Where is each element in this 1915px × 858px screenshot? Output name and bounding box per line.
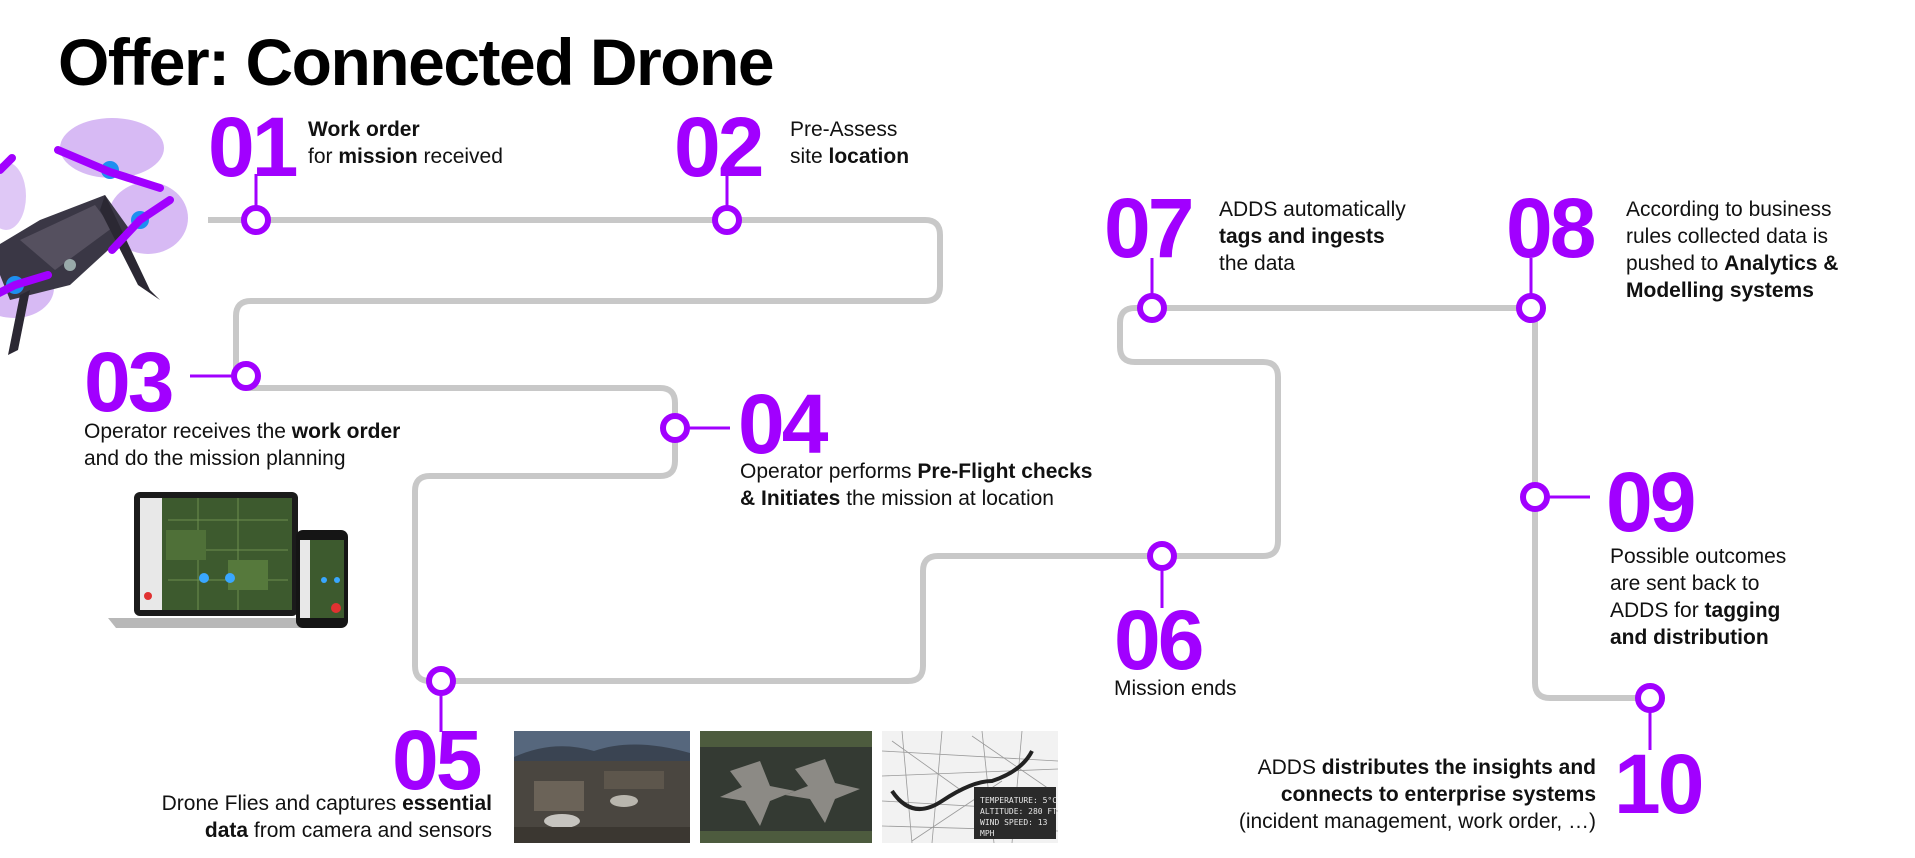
step-08-number: 08 bbox=[1506, 181, 1596, 275]
marker-01 bbox=[241, 205, 271, 235]
marker-04 bbox=[660, 413, 690, 443]
marker-09 bbox=[1520, 482, 1550, 512]
step-09-description: Possible outcomes are sent back to ADDS … bbox=[1610, 545, 1787, 649]
aerial-photo-industrial bbox=[514, 731, 690, 843]
marker-07 bbox=[1137, 293, 1167, 323]
marker-02 bbox=[712, 205, 742, 235]
step-01-number: 01 bbox=[208, 100, 298, 194]
step-03-number: 03 bbox=[84, 335, 174, 429]
step-08-description: According to business rules collected da… bbox=[1626, 198, 1839, 302]
step-05-number: 05 bbox=[392, 713, 482, 807]
step-09-number: 09 bbox=[1606, 455, 1696, 549]
step-04-number: 04 bbox=[738, 377, 828, 471]
marker-10 bbox=[1635, 683, 1665, 713]
path-segment-left bbox=[208, 217, 1649, 701]
marker-03 bbox=[231, 361, 261, 391]
step-05-description: Drone Flies and captures essential data … bbox=[161, 792, 492, 842]
step-04-description: Operator performs Pre-Flight checks & In… bbox=[740, 460, 1093, 510]
sensor-readout: TEMPERATURE: 5°C ALTITUDE: 280 FT WIND S… bbox=[980, 796, 1058, 838]
step-06-number: 06 bbox=[1114, 593, 1204, 687]
step-02-description: Pre-Assess site location bbox=[790, 118, 910, 168]
marker-05 bbox=[426, 666, 456, 696]
sensor-map-image: TEMPERATURE: 5°C ALTITUDE: 280 FT WIND S… bbox=[882, 731, 1058, 843]
drone-illustration bbox=[0, 118, 188, 355]
step-06-description: Mission ends bbox=[1114, 677, 1237, 700]
aerial-photo-campus bbox=[700, 731, 872, 843]
step-07-description: ADDS automatically tags and ingests the … bbox=[1219, 198, 1406, 275]
marker-06 bbox=[1147, 541, 1177, 571]
laptop-phone-illustration bbox=[108, 492, 348, 628]
step-03-description: Operator receives the work order and do … bbox=[84, 420, 401, 470]
step-10-number: 10 bbox=[1614, 737, 1704, 831]
step-10-description: ADDS distributes the insights and connec… bbox=[1238, 756, 1596, 833]
step-07-number: 07 bbox=[1104, 181, 1194, 275]
page-title: Offer: Connected Drone bbox=[58, 25, 775, 99]
marker-08 bbox=[1516, 293, 1546, 323]
step-02-number: 02 bbox=[674, 100, 764, 194]
step-01-description: Work order for mission received bbox=[308, 118, 503, 168]
